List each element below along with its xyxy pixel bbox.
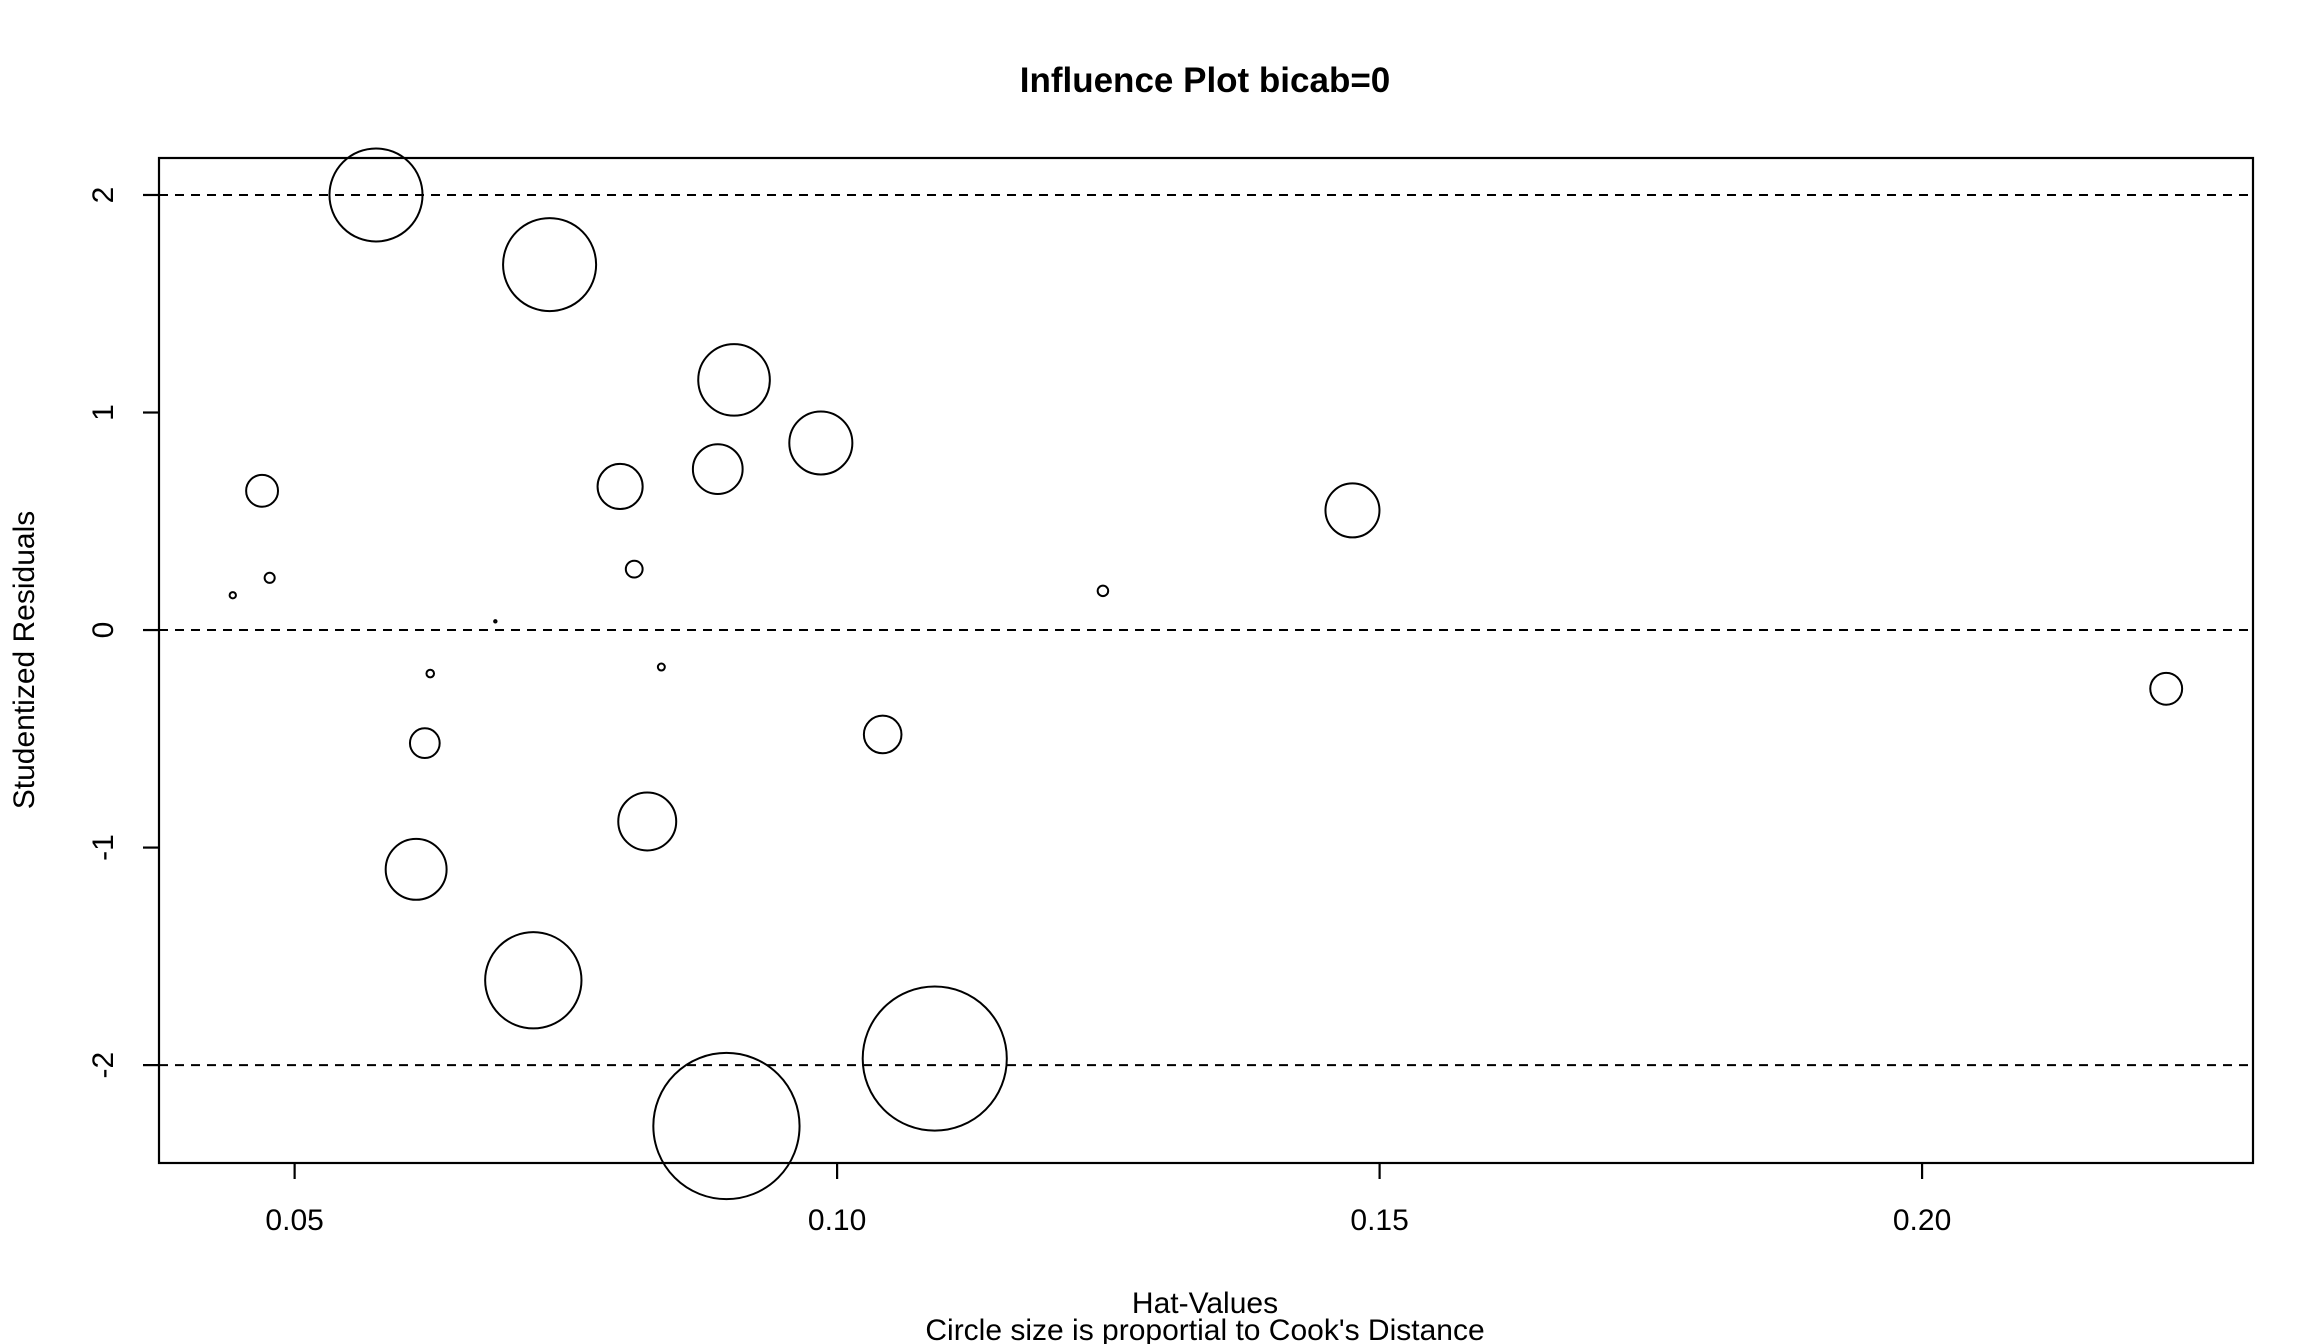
y-axis-label: Studentized Residuals <box>8 511 41 810</box>
bubble-layer <box>228 147 2184 1201</box>
data-point-bubble <box>656 662 666 672</box>
y-tick-label: -1 <box>87 834 120 861</box>
data-point-bubble <box>2149 671 2184 706</box>
y-axis: -2 -1 0 1 2 <box>87 187 159 1079</box>
x-tick-label: 0.20 <box>1893 1204 1951 1237</box>
x-axis: 0.05 0.10 0.15 0.20 <box>265 1163 1951 1237</box>
data-point-bubble <box>484 931 583 1030</box>
x-tick-label: 0.15 <box>1350 1204 1408 1237</box>
x-axis-subtitle: Circle size is proportial to Cook's Dist… <box>925 1314 1484 1344</box>
x-tick-label: 0.10 <box>808 1204 866 1237</box>
data-point-bubble <box>1096 584 1110 598</box>
data-point-bubble <box>502 217 598 313</box>
chart-title: Influence Plot bicab=0 <box>1020 61 1391 100</box>
reference-lines <box>159 193 2253 1067</box>
x-axis-label: Hat-Values <box>1132 1287 1278 1320</box>
data-point-bubble <box>425 668 436 679</box>
data-point-bubble <box>384 837 448 901</box>
data-point-bubble <box>691 443 744 495</box>
data-point-bubble <box>624 559 644 579</box>
data-point-bubble <box>652 1051 801 1201</box>
data-point-bubble <box>697 343 771 417</box>
x-tick-label: 0.05 <box>265 1204 323 1237</box>
y-tick-label: 2 <box>87 187 120 204</box>
y-tick-label: -2 <box>87 1052 120 1079</box>
data-point-bubble <box>861 985 1008 1132</box>
data-point-bubble <box>788 410 854 476</box>
plot-frame <box>157 156 2255 1165</box>
data-point-bubble <box>408 727 441 760</box>
data-point-bubble <box>862 714 903 755</box>
data-point-bubble <box>596 462 644 511</box>
data-point-bubble <box>228 591 237 600</box>
data-point-bubble <box>328 147 424 243</box>
data-point-bubble <box>493 619 498 624</box>
data-point-bubble <box>245 473 280 508</box>
data-point-bubble <box>263 571 276 584</box>
y-tick-label: 0 <box>87 622 120 639</box>
y-tick-label: 1 <box>87 404 120 421</box>
data-point-bubble <box>1324 482 1381 539</box>
data-point-bubble <box>617 791 678 852</box>
